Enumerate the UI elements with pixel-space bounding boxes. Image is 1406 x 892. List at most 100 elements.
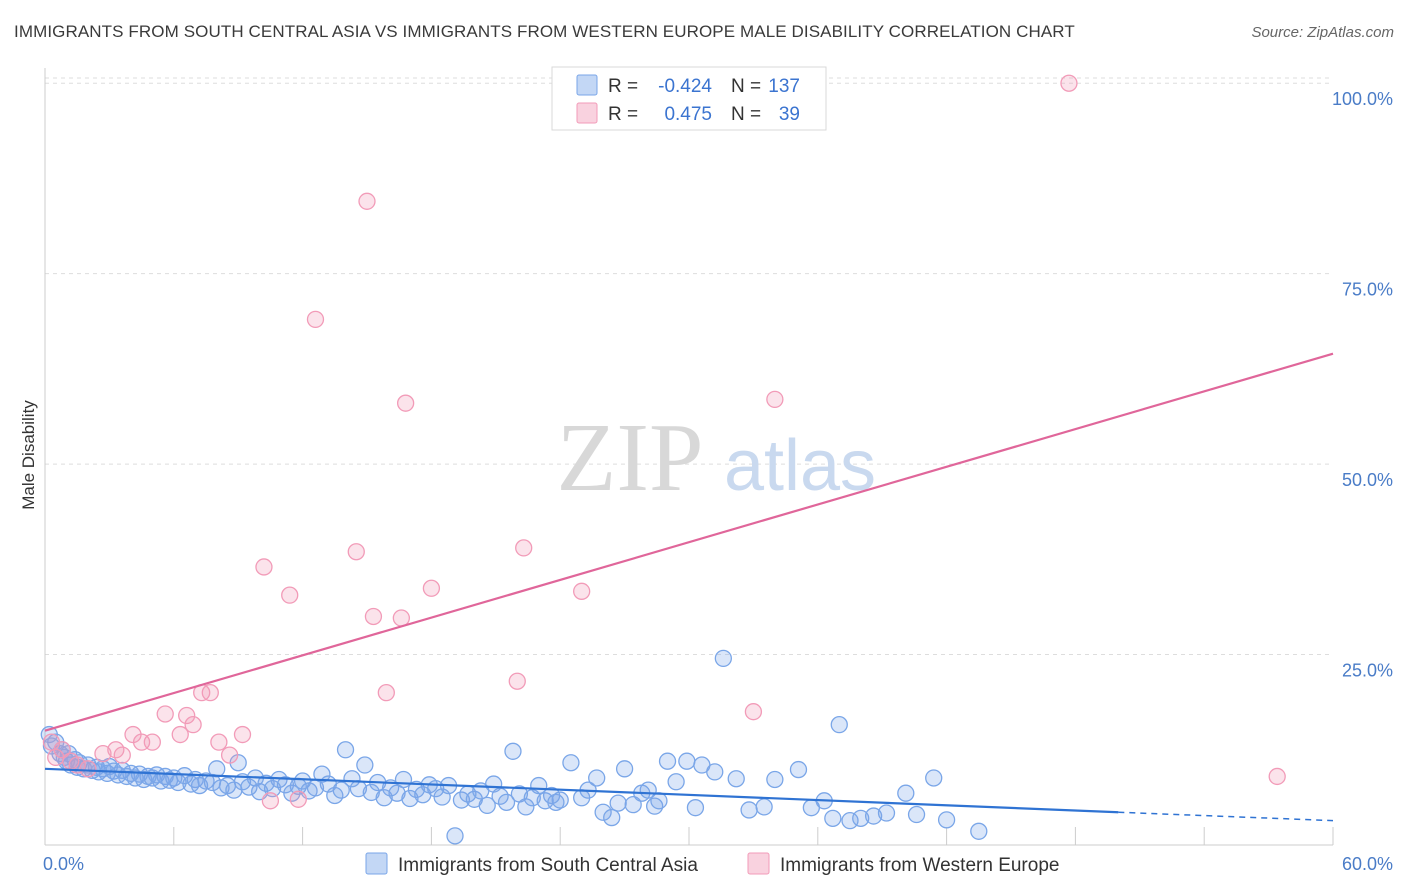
blue-point-55 (283, 784, 301, 802)
legend-swatch-pink (576, 102, 598, 124)
blue-point-67 (356, 756, 374, 774)
blue-point-127 (864, 807, 883, 825)
pink-point-15 (184, 715, 202, 734)
pink-point-13 (171, 725, 189, 744)
pink-point-8 (113, 746, 131, 764)
blue-point-68 (362, 783, 380, 802)
pink-point-2 (53, 741, 71, 759)
watermark-atlas: atlas (724, 426, 876, 506)
bottom-legend-label-blue: Immigrants from South Central Asia (398, 855, 698, 876)
blue-point-115 (706, 763, 724, 781)
blue-point-135 (650, 792, 668, 810)
legend-n-label-1: N = (731, 104, 761, 125)
pink-point-39 (1268, 767, 1286, 786)
axes (44, 68, 1334, 846)
legend-r-value-1: 0.475 (664, 104, 712, 125)
blue-point-125 (841, 811, 859, 830)
blue-point-131 (925, 769, 943, 787)
legend-n-label-0: N = (731, 76, 761, 97)
blue-point-116 (714, 649, 732, 668)
blue-point-40 (197, 772, 215, 790)
pink-point-12 (156, 705, 174, 723)
pink-point-38 (1060, 74, 1078, 92)
x-tick-label-1: 60.0% (1342, 854, 1393, 874)
y-tick-label-1: 50.0% (1342, 470, 1393, 490)
pink-point-5 (79, 760, 97, 778)
y-tick-label-0: 25.0% (1342, 661, 1393, 681)
legend-swatch-blue (576, 74, 598, 96)
blue-point-129 (897, 784, 915, 802)
pink-point-30 (392, 609, 410, 627)
pink-point-11 (143, 733, 161, 751)
grid-lines (45, 77, 1333, 656)
blue-point-118 (740, 801, 758, 819)
blue-point-130 (907, 805, 926, 824)
blue-point-132 (937, 811, 956, 829)
blue-point-126 (852, 809, 870, 827)
blue-point-103 (603, 808, 621, 827)
blue-point-110 (658, 752, 677, 770)
trend-line-blue (44, 767, 1119, 814)
y-tick-label-3: 100.0% (1332, 89, 1393, 109)
bottom-legend-label-pink: Immigrants from Western Europe (780, 855, 1059, 876)
blue-point-124 (830, 715, 848, 734)
blue-point-63 (332, 781, 350, 799)
y-tick-label-2: 75.0% (1342, 280, 1393, 300)
bottom-legend-swatch-pink (747, 852, 770, 875)
pink-point-20 (233, 725, 252, 744)
legend-r-label-1: R = (608, 104, 638, 125)
pink-point-35 (573, 582, 591, 600)
blue-point-65 (343, 770, 361, 788)
pink-point-19 (220, 746, 239, 764)
x-tick-label-0: 0.0% (43, 854, 84, 874)
legend: R = -0.424 N = 137 R = 0.475 N = 39 (551, 66, 827, 131)
pink-point-31 (396, 394, 415, 412)
legend-r-label-0: R = (608, 76, 638, 97)
blue-point-90 (504, 742, 522, 760)
pink-point-21 (255, 558, 273, 576)
pink-point-28 (364, 607, 383, 626)
pink-point-23 (281, 586, 299, 604)
pink-point-34 (515, 539, 533, 557)
bottom-legend-swatch-blue (365, 852, 388, 875)
pink-point-17 (201, 683, 219, 702)
blue-point-60 (313, 765, 331, 783)
pink-point-33 (508, 672, 526, 690)
blue-point-121 (789, 760, 808, 779)
blue-point-120 (766, 770, 784, 789)
pink-point-26 (347, 543, 365, 561)
y-tick-labels: 25.0% 50.0% 75.0% 100.0% (1332, 89, 1393, 680)
blue-point-112 (678, 752, 696, 770)
pink-point-37 (766, 390, 784, 409)
pink-point-24 (289, 790, 307, 808)
bottom-legend: Immigrants from South Central Asia Immig… (365, 852, 1059, 876)
source-label: Source: ZipAtlas.com (1251, 24, 1394, 41)
blue-point-70 (375, 789, 393, 807)
blue-point-134 (824, 809, 842, 827)
legend-r-value-0: -0.424 (658, 76, 712, 97)
watermark-zip: ZIP (557, 404, 704, 512)
blue-point-111 (667, 773, 685, 791)
trend-line-blue-extension (1118, 811, 1334, 822)
blue-point-104 (609, 794, 627, 812)
trend-line-pink (44, 352, 1334, 732)
blue-point-102 (594, 803, 612, 821)
legend-n-value-0: 137 (768, 76, 800, 97)
blue-point-74 (401, 789, 419, 808)
pink-point-27 (358, 192, 376, 210)
pink-point-18 (210, 733, 228, 751)
legend-box (551, 66, 827, 131)
blue-point-48 (240, 778, 258, 796)
blue-point-105 (615, 760, 634, 778)
blue-point-136 (547, 793, 565, 811)
y-axis-label: Male Disability (19, 400, 38, 510)
blue-point-117 (727, 770, 745, 788)
blue-point-92 (517, 798, 535, 816)
blue-point-113 (686, 799, 705, 817)
pink-point-22 (261, 792, 280, 810)
blue-point-82 (452, 791, 471, 809)
blue-point-89 (497, 793, 516, 811)
blue-point-119 (755, 798, 773, 816)
trend-lines (44, 352, 1334, 822)
